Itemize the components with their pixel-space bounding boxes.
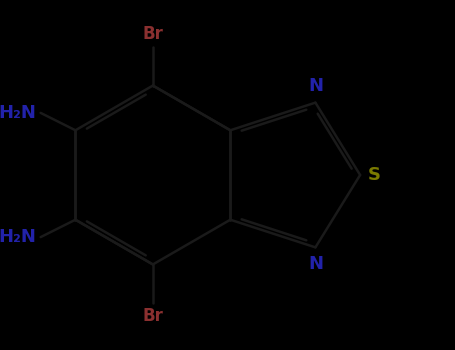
- Text: S: S: [368, 166, 381, 184]
- Text: Br: Br: [142, 25, 163, 43]
- Text: H₂N: H₂N: [0, 104, 37, 122]
- Text: H₂N: H₂N: [0, 228, 37, 246]
- Text: Br: Br: [142, 307, 163, 325]
- Text: N: N: [308, 77, 323, 95]
- Text: N: N: [308, 255, 323, 273]
